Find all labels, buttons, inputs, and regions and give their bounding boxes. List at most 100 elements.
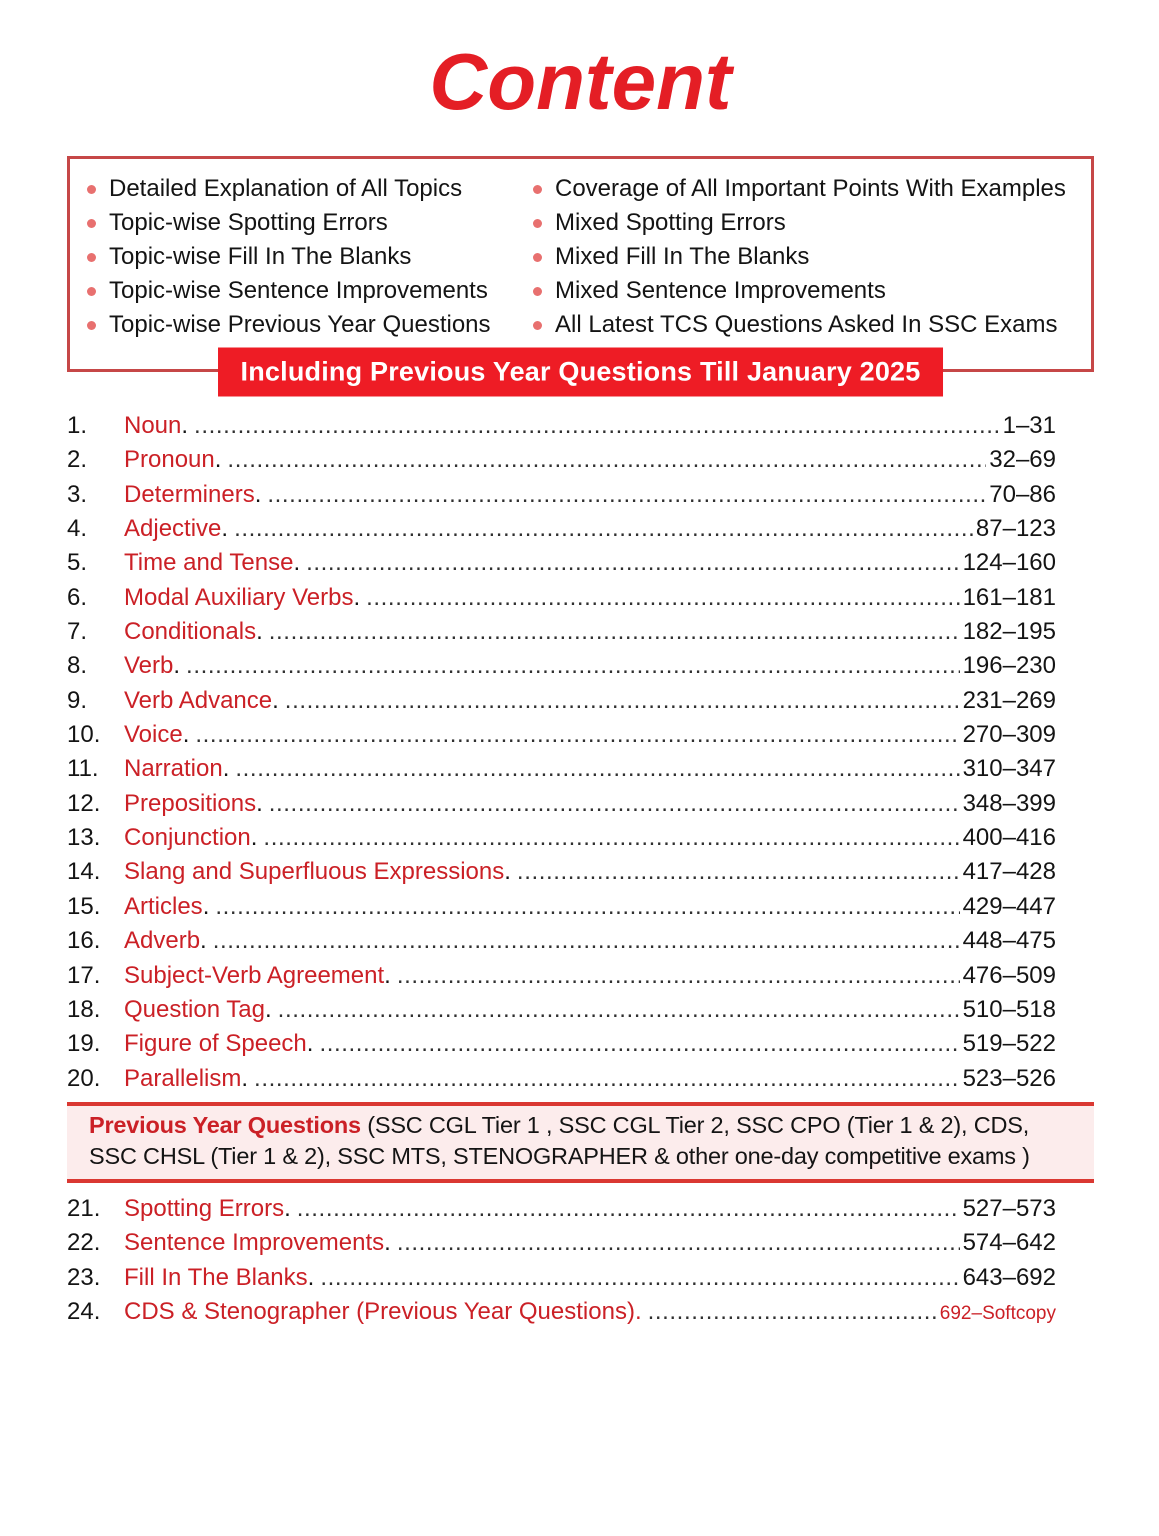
chapter-number: 9. — [67, 686, 88, 714]
chapter-title: Slang and Superfluous Expressions — [124, 858, 505, 886]
toc-row: 1. Noun..................................… — [67, 409, 1094, 443]
chapter-number: 10. — [67, 721, 101, 749]
feature-label: Mixed Sentence Improvements — [555, 277, 886, 304]
dot-leader: ........................................… — [396, 1229, 960, 1257]
toc-row: 9. Verb Advance..........................… — [67, 684, 1094, 718]
page-range: 527–573 — [962, 1194, 1056, 1222]
toc-row: 24. CDS & Stenographer (Previous Year Que… — [67, 1295, 1094, 1331]
chapter-title: Parallelism — [124, 1064, 242, 1092]
page-range: 519–522 — [962, 1030, 1056, 1058]
toc-row: 23. Fill In The Blanks...................… — [67, 1261, 1094, 1295]
chapter-number: 5. — [67, 549, 88, 577]
chapter-title-period: . — [384, 961, 391, 989]
toc-row: 14. Slang and Superfluous Expressions....… — [67, 855, 1094, 889]
page-range: 32–69 — [989, 446, 1056, 474]
bullet-icon — [533, 218, 542, 228]
chapter-number: 8. — [67, 652, 88, 680]
bullet-icon — [533, 286, 542, 296]
chapter-title-period: . — [293, 549, 301, 577]
page-range: 310–347 — [962, 755, 1056, 783]
dot-leader: ........................................… — [234, 515, 973, 543]
toc-row: 8. Verb..................................… — [67, 649, 1094, 683]
features-right: Coverage of All Important Points With Ex… — [533, 172, 1085, 342]
pyq-divider: Previous Year Questions (SSC CGL Tier 1 … — [67, 1101, 1094, 1183]
page-range: 574–642 — [962, 1229, 1056, 1257]
toc-row: 3. Determiners...........................… — [67, 478, 1094, 512]
chapter-title: Noun — [124, 412, 182, 439]
chapter-title-period: . — [250, 824, 258, 852]
page-range: 448–475 — [962, 927, 1056, 955]
toc-row: 6. Modal Auxiliary Verbs.................… — [67, 581, 1094, 615]
toc-row: 22. Sentence Improvements................… — [67, 1226, 1094, 1260]
feature-label: Topic-wise Previous Year Questions — [109, 311, 491, 338]
chapter-number: 14. — [67, 858, 101, 886]
page-range: 348–399 — [962, 789, 1056, 817]
feature-label: Topic-wise Spotting Errors — [109, 209, 388, 236]
page-range: 429–447 — [962, 892, 1056, 920]
dot-leader: ........................................… — [268, 789, 960, 817]
chapter-title: Adverb — [124, 927, 201, 955]
chapter-title-period: . — [200, 927, 207, 955]
chapter-number: 13. — [67, 824, 101, 852]
dot-leader: ........................................… — [195, 721, 960, 749]
feature-item: Detailed Explanation of All Topics — [87, 172, 533, 206]
bullet-icon — [533, 320, 542, 330]
chapter-title: Determiners — [124, 480, 255, 508]
toc-row: 13. Conjunction..........................… — [67, 821, 1094, 855]
dot-leader: ........................................… — [194, 412, 1000, 439]
dot-leader: ........................................… — [186, 652, 960, 680]
chapter-number: 16. — [67, 927, 101, 955]
toc-row: 12. Prepositions.........................… — [67, 787, 1094, 821]
dot-leader: ........................................… — [396, 961, 960, 989]
dot-leader: ........................................… — [267, 480, 987, 508]
page-range: 196–230 — [962, 652, 1056, 680]
dot-leader: ........................................… — [268, 618, 960, 646]
chapter-number: 3. — [67, 480, 88, 508]
feature-item: Topic-wise Previous Year Questions — [87, 308, 533, 342]
dot-leader: ........................................… — [235, 755, 960, 783]
chapter-title: Verb Advance — [124, 686, 273, 714]
bullet-icon — [87, 218, 96, 228]
chapter-number: 18. — [67, 995, 101, 1023]
dot-leader: ........................................… — [277, 995, 960, 1023]
dot-leader: ........................................… — [215, 892, 960, 920]
chapter-number: 11. — [67, 755, 99, 783]
toc-row: 4. Adjective.............................… — [67, 512, 1094, 546]
dot-leader: ........................................… — [319, 1030, 960, 1058]
feature-item: All Latest TCS Questions Asked In SSC Ex… — [533, 308, 1085, 342]
chapter-title: Figure of Speech — [124, 1030, 307, 1058]
chapter-title-period: . — [284, 1194, 291, 1222]
chapter-title: Articles — [124, 892, 203, 920]
chapter-title: Time and Tense — [124, 549, 294, 577]
feature-item: Mixed Sentence Improvements — [533, 274, 1085, 308]
toc-row: 11. Narration............................… — [67, 752, 1094, 786]
chapter-title-period: . — [307, 1263, 315, 1291]
chapter-number: 22. — [67, 1229, 101, 1257]
chapter-number: 4. — [67, 515, 88, 543]
chapter-title-period: . — [214, 446, 222, 474]
toc-list-main: 1. Noun..................................… — [67, 409, 1094, 1096]
chapter-number: 23. — [67, 1263, 101, 1291]
page-range: 87–123 — [975, 515, 1056, 543]
toc-row: 17. Subject-Verb Agreement...............… — [67, 959, 1094, 993]
chapter-number: 15. — [67, 892, 101, 920]
contents-page: Content Detailed Explanation of All Topi… — [0, 36, 1159, 1331]
chapter-number: 1. — [67, 412, 88, 439]
page-range: 70–86 — [989, 480, 1056, 508]
chapter-title: Conjunction — [124, 824, 251, 852]
chapter-title: Question Tag — [124, 995, 265, 1023]
page-range: 161–181 — [962, 583, 1056, 611]
page-range: 476–509 — [962, 961, 1056, 989]
chapter-number: 17. — [67, 961, 101, 989]
chapter-title-period: . — [272, 686, 279, 714]
chapter-title: CDS & Stenographer (Previous Year Questi… — [124, 1297, 642, 1325]
feature-item: Topic-wise Sentence Improvements — [87, 274, 533, 308]
toc-row: 10. Voice................................… — [67, 718, 1094, 752]
chapter-number: 20. — [67, 1064, 101, 1092]
chapter-title-period: . — [306, 1030, 314, 1058]
chapter-title: Verb — [124, 652, 174, 680]
chapter-title: Narration — [124, 755, 223, 783]
chapter-title-period: . — [384, 1229, 391, 1257]
chapter-title-period: . — [254, 480, 262, 508]
chapter-title: Adjective — [124, 515, 222, 543]
